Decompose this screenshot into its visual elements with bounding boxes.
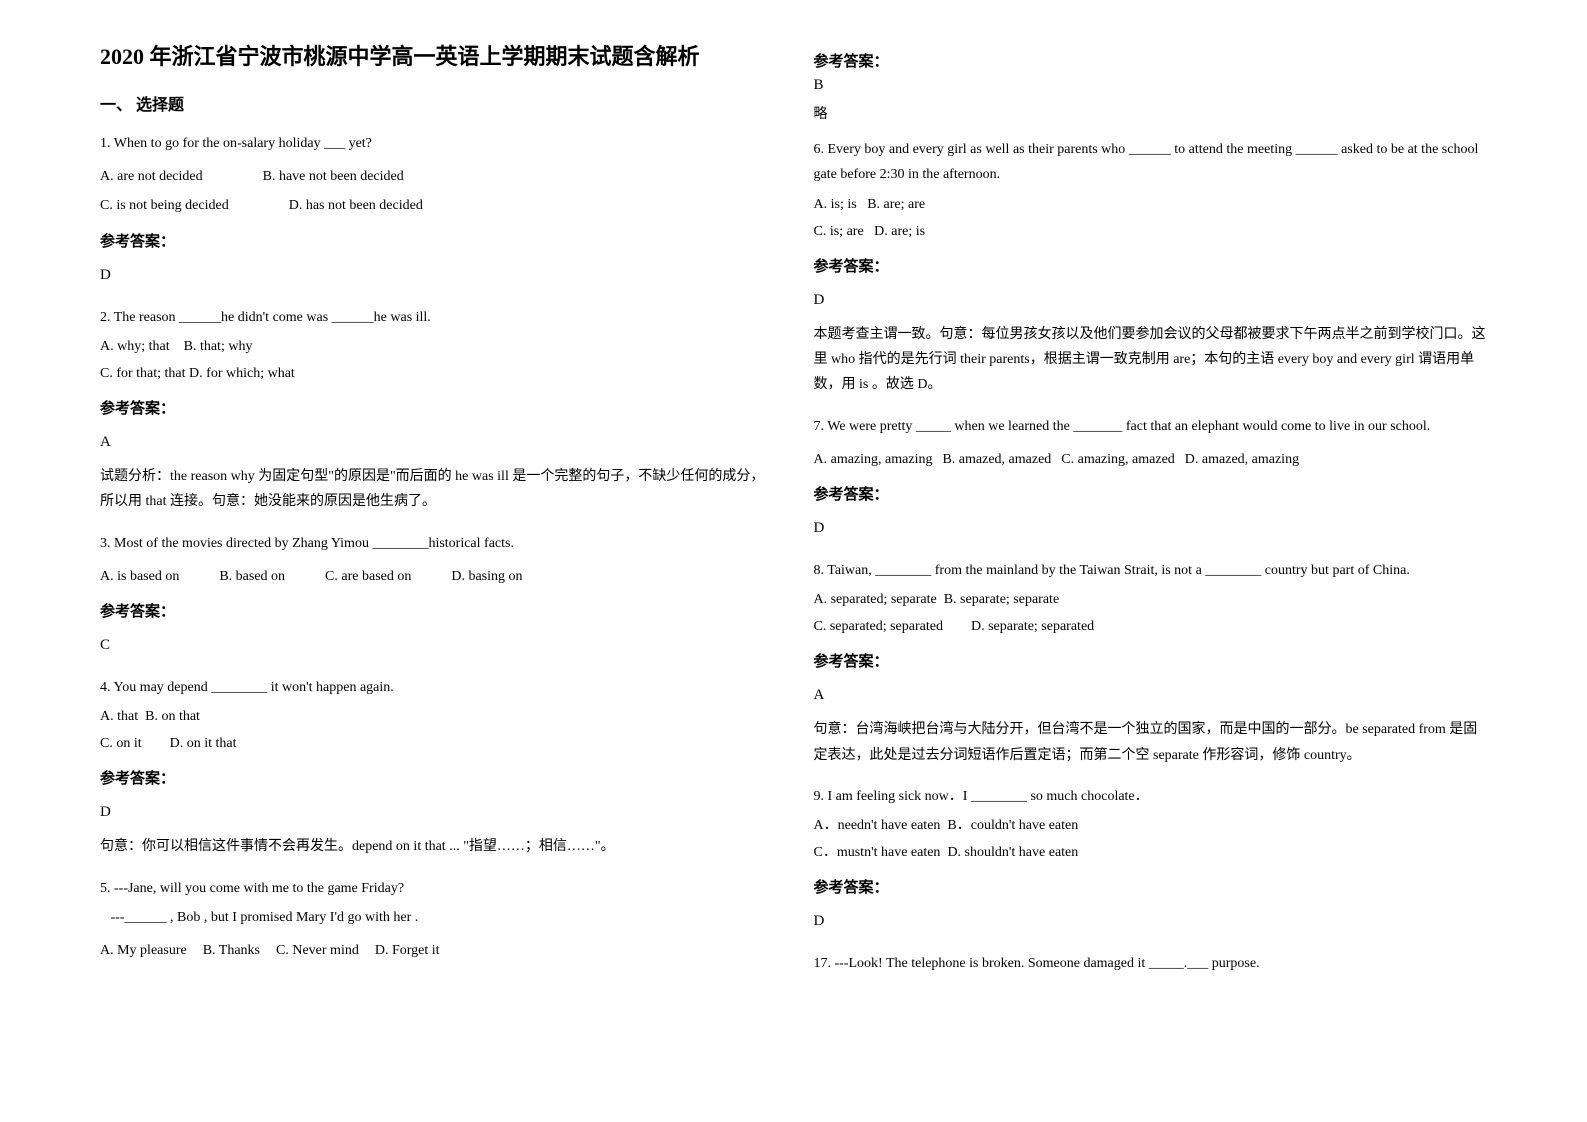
q7-answer-label: 参考答案： (814, 482, 1488, 509)
q8-analysis: 句意：台湾海峡把台湾与大陆分开，但台湾不是一个独立的国家，而是中国的一部分。be… (814, 717, 1488, 767)
q7-option-b: B. amazed, amazed (942, 447, 1051, 472)
q9-answer: D (814, 908, 1488, 935)
q8-option-b: B. separate; separate (944, 592, 1059, 607)
question-5: 5. ---Jane, will you come with me to the… (100, 876, 774, 964)
question-7: 7. We were pretty _____ when we learned … (814, 414, 1488, 542)
q5-line2: ---______ , Bob , but I promised Mary I'… (100, 905, 774, 930)
q7-text: 7. We were pretty _____ when we learned … (814, 414, 1488, 439)
q5-answer-label: 参考答案： (814, 50, 1488, 71)
q3-option-d: D. basing on (451, 564, 522, 589)
q8-text: 8. Taiwan, ________ from the mainland by… (814, 558, 1488, 583)
q2-option-a: A. why; that (100, 339, 170, 354)
question-1: 1. When to go for the on-salary holiday … (100, 131, 774, 289)
question-2: 2. The reason ______he didn't come was _… (100, 305, 774, 515)
q2-option-d: D. for which; what (189, 366, 295, 381)
q2-text: 2. The reason ______he didn't come was _… (100, 305, 774, 330)
q3-option-a: A. is based on (100, 564, 179, 589)
q2-answer: A (100, 429, 774, 456)
q6-option-b: B. are; are (867, 197, 925, 212)
question-9: 9. I am feeling sick now．I ________ so m… (814, 784, 1488, 936)
q2-answer-label: 参考答案： (100, 396, 774, 423)
q4-answer: D (100, 799, 774, 826)
q3-answer-label: 参考答案： (100, 599, 774, 626)
q6-option-c: C. is; are (814, 224, 864, 239)
q5-extra: 略 (814, 102, 1488, 127)
q8-option-d: D. separate; separated (971, 619, 1094, 634)
q3-option-b: B. based on (219, 564, 285, 589)
q9-option-b: B．couldn't have eaten (947, 818, 1078, 833)
q6-option-a: A. is; is (814, 197, 857, 212)
q8-answer-label: 参考答案： (814, 649, 1488, 676)
q4-analysis: 句意：你可以相信这件事情不会再发生。depend on it that ... … (100, 834, 774, 859)
q2-option-b: B. that; why (184, 339, 253, 354)
q17-text: 17. ---Look! The telephone is broken. So… (814, 951, 1488, 976)
q6-text: 6. Every boy and every girl as well as t… (814, 137, 1488, 187)
q1-answer: D (100, 262, 774, 289)
q4-option-b: B. on that (145, 709, 200, 724)
q1-option-a: A. are not decided (100, 164, 203, 189)
left-column: 2020 年浙江省宁波市桃源中学高一英语上学期期末试题含解析 一、 选择题 1.… (100, 40, 774, 993)
q7-option-c: C. amazing, amazed (1061, 447, 1175, 472)
q7-option-d: D. amazed, amazing (1185, 447, 1299, 472)
section-header: 一、 选择题 (100, 91, 774, 115)
q7-answer: D (814, 515, 1488, 542)
q4-answer-label: 参考答案： (100, 766, 774, 793)
q4-option-d: D. on it that (170, 736, 237, 751)
document-title: 2020 年浙江省宁波市桃源中学高一英语上学期期末试题含解析 (100, 40, 774, 73)
q1-option-b: B. have not been decided (263, 164, 404, 189)
q8-option-a: A. separated; separate (814, 592, 937, 607)
q5-option-b: B. Thanks (203, 938, 260, 963)
q5-option-d: D. Forget it (375, 938, 440, 963)
q1-answer-label: 参考答案： (100, 229, 774, 256)
q9-answer-label: 参考答案： (814, 875, 1488, 902)
q2-analysis: 试题分析：the reason why 为固定句型"的原因是"而后面的 he w… (100, 464, 774, 514)
q5-line1: 5. ---Jane, will you come with me to the… (100, 876, 774, 901)
q3-answer: C (100, 632, 774, 659)
q4-text: 4. You may depend ________ it won't happ… (100, 675, 774, 700)
q6-answer: D (814, 287, 1488, 314)
q6-option-d: D. are; is (874, 224, 925, 239)
question-8: 8. Taiwan, ________ from the mainland by… (814, 558, 1488, 768)
question-6: 6. Every boy and every girl as well as t… (814, 137, 1488, 397)
question-17: 17. ---Look! The telephone is broken. So… (814, 951, 1488, 976)
q3-option-c: C. are based on (325, 564, 411, 589)
q7-option-a: A. amazing, amazing (814, 447, 933, 472)
question-4: 4. You may depend ________ it won't happ… (100, 675, 774, 860)
q9-option-d: D. shouldn't have eaten (947, 845, 1078, 860)
right-column: 参考答案： B 略 6. Every boy and every girl as… (814, 40, 1488, 993)
q5-option-a: A. My pleasure (100, 938, 187, 963)
q6-answer-label: 参考答案： (814, 254, 1488, 281)
q9-option-c: C．mustn't have eaten (814, 845, 941, 860)
q4-option-c: C. on it (100, 736, 142, 751)
q5-answer: B (814, 77, 1488, 94)
q1-text: 1. When to go for the on-salary holiday … (100, 131, 774, 156)
q8-option-c: C. separated; separated (814, 619, 943, 634)
q6-analysis: 本题考查主谓一致。句意：每位男孩女孩以及他们要参加会议的父母都被要求下午两点半之… (814, 322, 1488, 398)
q3-text: 3. Most of the movies directed by Zhang … (100, 531, 774, 556)
q9-option-a: A．needn't have eaten (814, 818, 941, 833)
q1-option-d: D. has not been decided (289, 193, 423, 218)
q8-answer: A (814, 682, 1488, 709)
q1-option-c: C. is not being decided (100, 193, 229, 218)
q2-option-c: C. for that; that (100, 366, 186, 381)
question-3: 3. Most of the movies directed by Zhang … (100, 531, 774, 659)
q4-option-a: A. that (100, 709, 138, 724)
q9-text: 9. I am feeling sick now．I ________ so m… (814, 784, 1488, 809)
q5-option-c: C. Never mind (276, 938, 359, 963)
